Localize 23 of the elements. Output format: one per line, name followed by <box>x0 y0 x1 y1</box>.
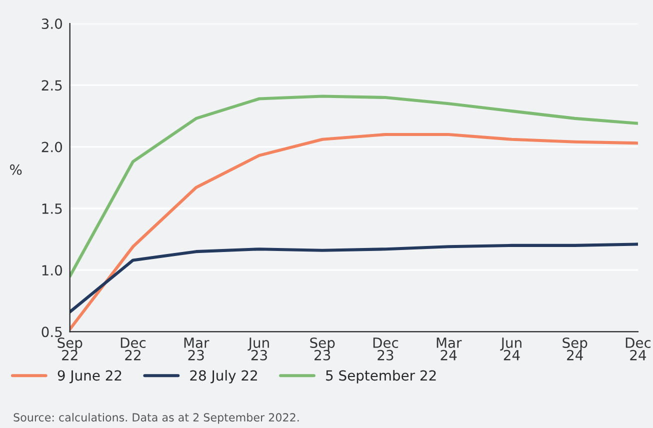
y-tick-label: 1.0 <box>42 265 62 276</box>
x-tick-label: Dec 23 <box>373 338 398 360</box>
x-tick-label: Dec 22 <box>120 338 146 360</box>
y-tick-label: 2.5 <box>42 80 62 91</box>
x-tick-label: Mar 24 <box>436 338 462 360</box>
x-tick-label: Jun 24 <box>500 338 522 360</box>
line-series <box>70 242 638 314</box>
x-tick-label: Sep 23 <box>310 338 335 360</box>
y-tick-label: 2.0 <box>42 142 62 152</box>
line-series <box>70 94 638 278</box>
legend-label: 9 June 22 <box>58 370 122 384</box>
y-axis-title: % <box>10 164 22 175</box>
y-tick-label: 1.5 <box>42 204 62 214</box>
x-tick-label: Sep 24 <box>562 338 588 360</box>
x-tick-label: Dec 24 <box>626 338 651 360</box>
source-note: Source: calculations. Data as at 2 September 2022. <box>14 412 299 424</box>
y-tick-label: 0.5 <box>42 326 62 338</box>
legend-label: 5 September 22 <box>326 370 436 384</box>
y-tick-label: 3.0 <box>42 18 62 30</box>
x-tick-label: Mar 23 <box>184 338 210 360</box>
x-tick-label: Jun 23 <box>248 338 269 360</box>
x-tick-label: Sep 22 <box>58 338 82 360</box>
legend-label: 28 July 22 <box>190 370 257 384</box>
